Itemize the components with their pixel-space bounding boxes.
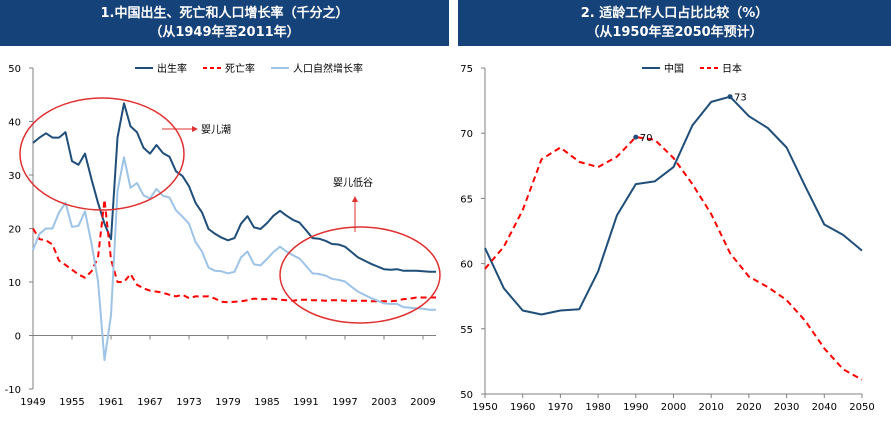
y-tick-label: 40 [8,118,21,129]
legend-label: 人口自然增长率 [293,62,363,75]
y-tick-label: 10 [8,278,21,289]
y-tick-label: 75 [460,64,473,75]
point-label: 70 [640,133,653,144]
series-line-1 [484,136,863,381]
x-tick-label: 2050 [849,402,874,413]
chart-title-bar: 1.中国出生、死亡和人口增长率（千分之） （从1949年至2011年） [0,0,449,46]
point-marker [727,94,733,100]
x-tick-label: 2020 [736,402,761,413]
x-tick-label: 1967 [137,397,162,408]
series-line-0 [32,102,436,273]
annotation-baby-bust: 婴儿低谷 [333,176,373,189]
point-label: 73 [734,93,747,104]
x-tick-label: 1961 [98,397,123,408]
chart-title-bar: 2. 适龄工作人口占比比较（%） （从1950年至2050年预计） [458,0,891,46]
baby-bust-circle [279,226,441,324]
legend-label: 死亡率 [225,62,255,75]
annotation-baby-boom: 婴儿潮 [201,123,231,136]
baby-bust-arrowhead [352,196,358,202]
x-tick-label: 1960 [510,402,535,413]
x-tick-label: 2030 [774,402,799,413]
chart-title: 1.中国出生、死亡和人口增长率（千分之） [100,6,349,21]
y-tick-label: 55 [460,325,473,336]
y-tick-label: 50 [8,64,21,75]
x-tick-label: 1997 [332,397,357,408]
legend-label: 中国 [664,62,684,75]
y-tick-label: 20 [8,225,21,236]
chart-title: 2. 适龄工作人口占比比较（%） [580,6,769,21]
x-tick-label: 1990 [623,402,648,413]
x-tick-label: 2000 [661,402,686,413]
chart-subtitle: （从1950年至2050年预计） [586,25,763,40]
x-tick-label: 1973 [176,397,201,408]
series-line-2 [32,156,436,362]
y-tick-label: 0 [15,332,21,343]
x-tick-label: 1980 [585,402,610,413]
x-tick-label: 1979 [215,397,240,408]
series-line-0 [484,95,863,316]
y-tick-label: 70 [460,129,473,140]
x-tick-label: 1970 [548,402,573,413]
x-tick-label: 2040 [812,402,837,413]
chart-panel-working-age: 2. 适龄工作人口占比比较（%） （从1950年至2050年预计） 75 70 65… [458,0,891,425]
x-tick-label: 1950 [472,402,497,413]
x-tick-label: 1985 [254,397,279,408]
point-marker [633,134,639,140]
y-tick-label: 60 [460,260,473,271]
x-tick-label: 2010 [698,402,723,413]
y-tick-label: 65 [460,194,473,205]
x-tick-label: 2003 [371,397,396,408]
chart-subtitle: （从1949年至2011年） [149,25,300,40]
x-tick-label: 2009 [410,397,435,408]
baby-boom-circle [19,97,185,211]
chart-panel-birth-death: 1.中国出生、死亡和人口增长率（千分之） （从1949年至2011年） 50 40… [0,0,449,408]
x-tick-label: 1991 [293,397,318,408]
y-tick-label: 30 [8,171,21,182]
x-tick-label: 1955 [59,397,84,408]
x-tick-label: 1949 [20,397,45,408]
baby-boom-arrowhead [192,126,198,132]
legend-label: 日本 [722,62,742,75]
series-line-1 [32,198,436,304]
y-tick-label: -10 [5,385,21,396]
legend-label: 出生率 [157,62,187,75]
y-tick-label: 50 [460,390,473,401]
